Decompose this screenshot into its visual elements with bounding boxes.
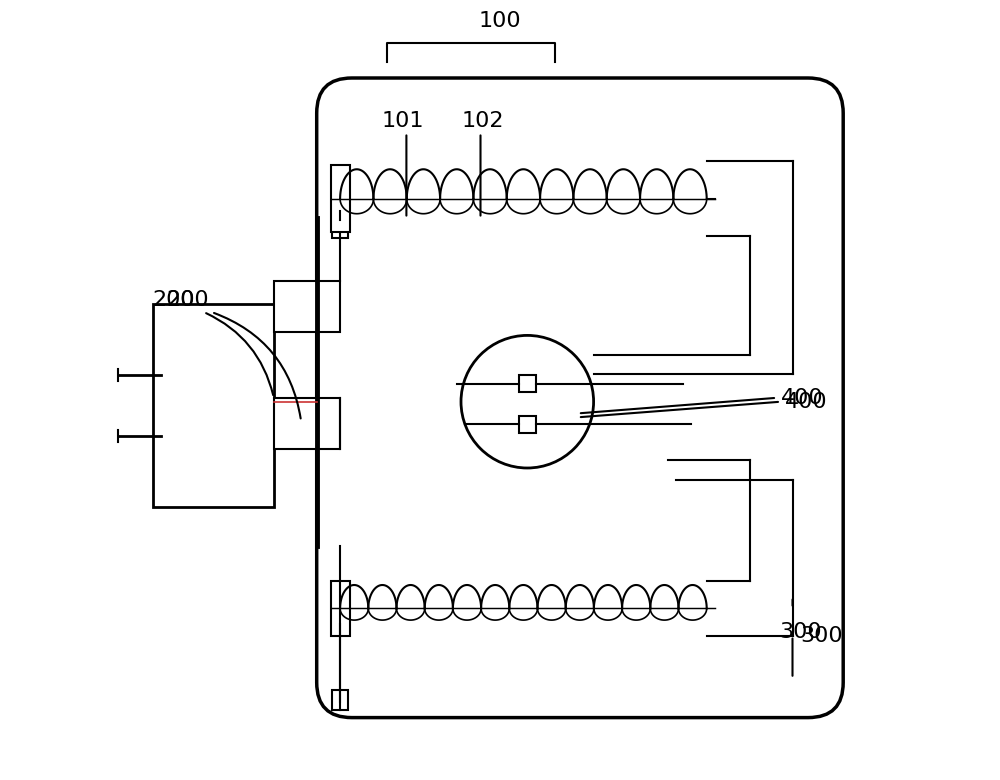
- Bar: [519, 375, 536, 392]
- Text: 400: 400: [781, 388, 823, 408]
- Bar: [519, 416, 536, 433]
- Bar: [274, 281, 340, 332]
- Bar: [332, 218, 348, 238]
- Bar: [332, 690, 348, 710]
- Bar: [331, 581, 350, 636]
- Text: 101: 101: [381, 111, 424, 131]
- Text: 200: 200: [166, 290, 209, 310]
- Text: 102: 102: [462, 111, 504, 131]
- Circle shape: [461, 335, 594, 468]
- Text: 300: 300: [800, 626, 843, 646]
- Text: 200: 200: [153, 290, 195, 310]
- Bar: [274, 398, 340, 448]
- Text: 400: 400: [785, 392, 827, 412]
- Bar: [153, 304, 274, 507]
- Bar: [331, 165, 350, 232]
- Text: 100: 100: [479, 11, 521, 31]
- Text: 300: 300: [779, 622, 822, 642]
